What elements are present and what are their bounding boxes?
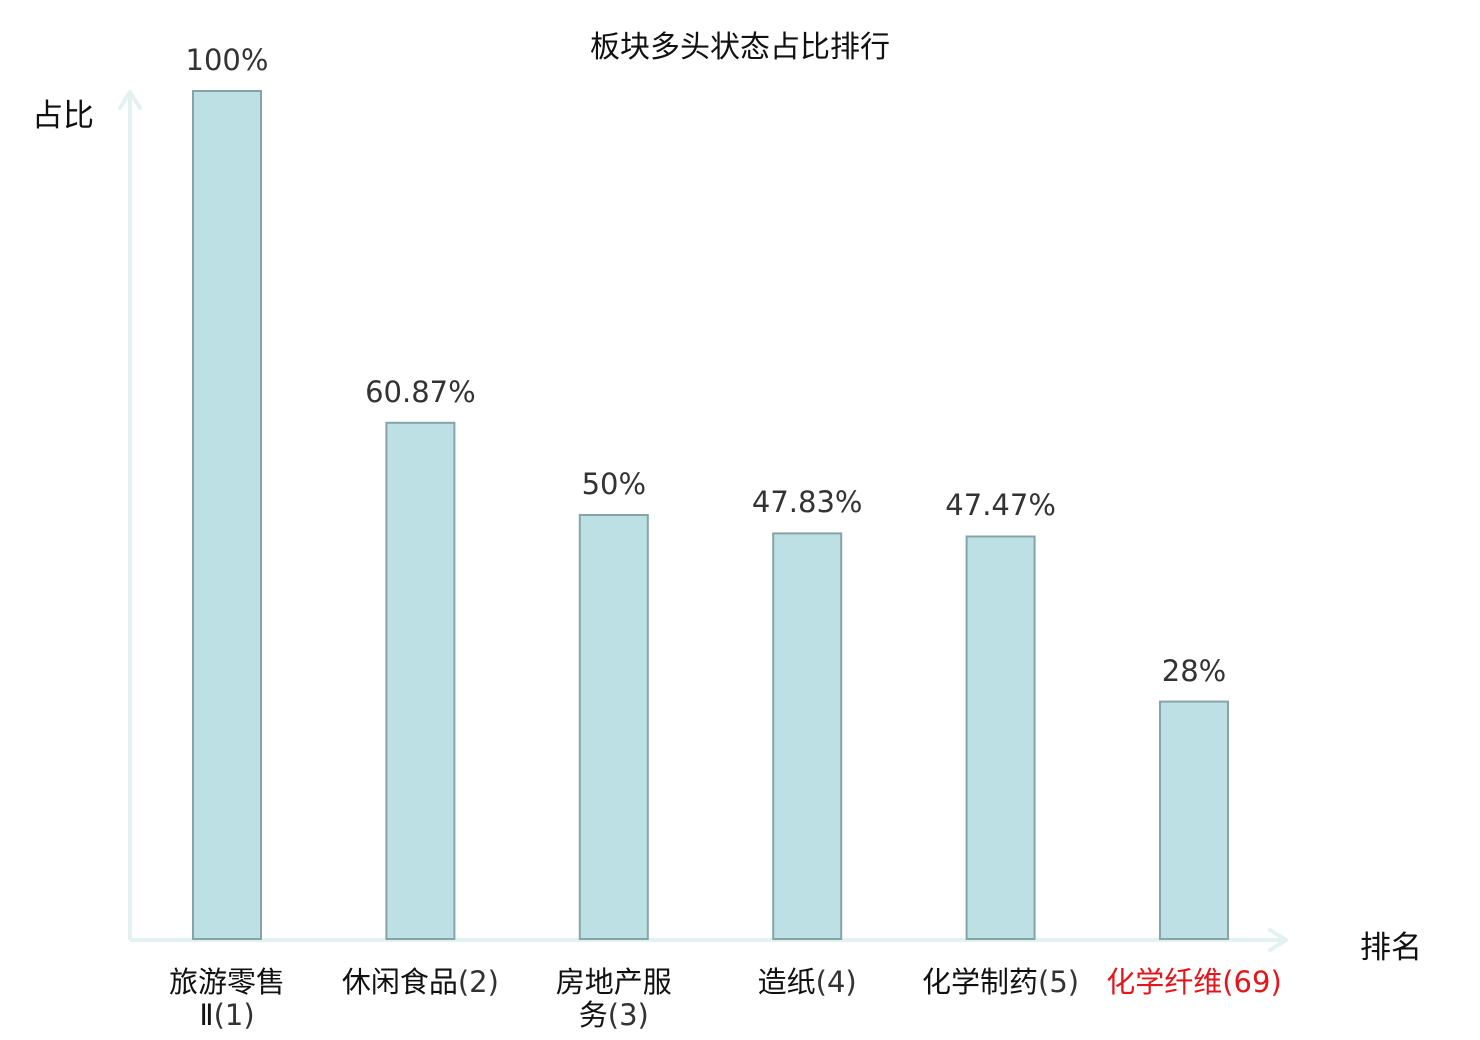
category-name: 房地产服务 (555, 965, 672, 1032)
bar-value-label-4: 47.83% (751, 485, 863, 520)
category-rank: (5) (1038, 965, 1080, 999)
bar-value-label-3: 50% (581, 467, 647, 501)
category-label-5: 化学制药(5) (901, 966, 1101, 999)
bar-value-label-1: 100% (185, 43, 269, 77)
category-label-1: 旅游零售Ⅱ(1) (157, 966, 297, 1032)
category-label-6: 化学纤维(69) (1084, 966, 1304, 999)
category-name: 化学制药 (922, 965, 1039, 999)
bar-value-label-2: 60.87% (365, 374, 476, 409)
category-name: 旅游零售Ⅱ (168, 965, 285, 1032)
category-name: 休闲食品 (341, 965, 458, 999)
bar-series (192, 90, 1229, 941)
axes (118, 90, 1288, 952)
bar-5 (965, 535, 1036, 940)
bar-2 (385, 421, 456, 940)
bar-6 (1159, 700, 1229, 940)
bar-4 (772, 532, 843, 941)
category-rank: (1) (213, 998, 255, 1032)
category-label-4: 造纸(4) (707, 966, 907, 999)
category-name: 造纸 (757, 965, 816, 999)
bar-value-label-6: 28% (1161, 653, 1227, 688)
chart-title: 板块多头状态占比排行 (590, 30, 890, 65)
x-axis-arrow (1268, 928, 1288, 952)
category-rank: (3) (607, 998, 649, 1032)
category-rank: (69) (1222, 965, 1282, 999)
category-name: 化学纤维 (1106, 965, 1223, 999)
bar-3 (578, 514, 649, 940)
category-rank: (2) (457, 965, 499, 999)
bar-value-label-5: 47.47% (945, 488, 1056, 523)
y-axis-label: 占比 (32, 98, 94, 134)
x-axis-label: 排名 (1360, 930, 1422, 966)
bar-1 (192, 90, 262, 940)
category-rank: (4) (815, 965, 857, 999)
category-label-2: 休闲食品(2) (320, 966, 520, 999)
y-axis-arrow (118, 90, 142, 110)
category-label-3: 房地产服务(3) (544, 966, 684, 1032)
